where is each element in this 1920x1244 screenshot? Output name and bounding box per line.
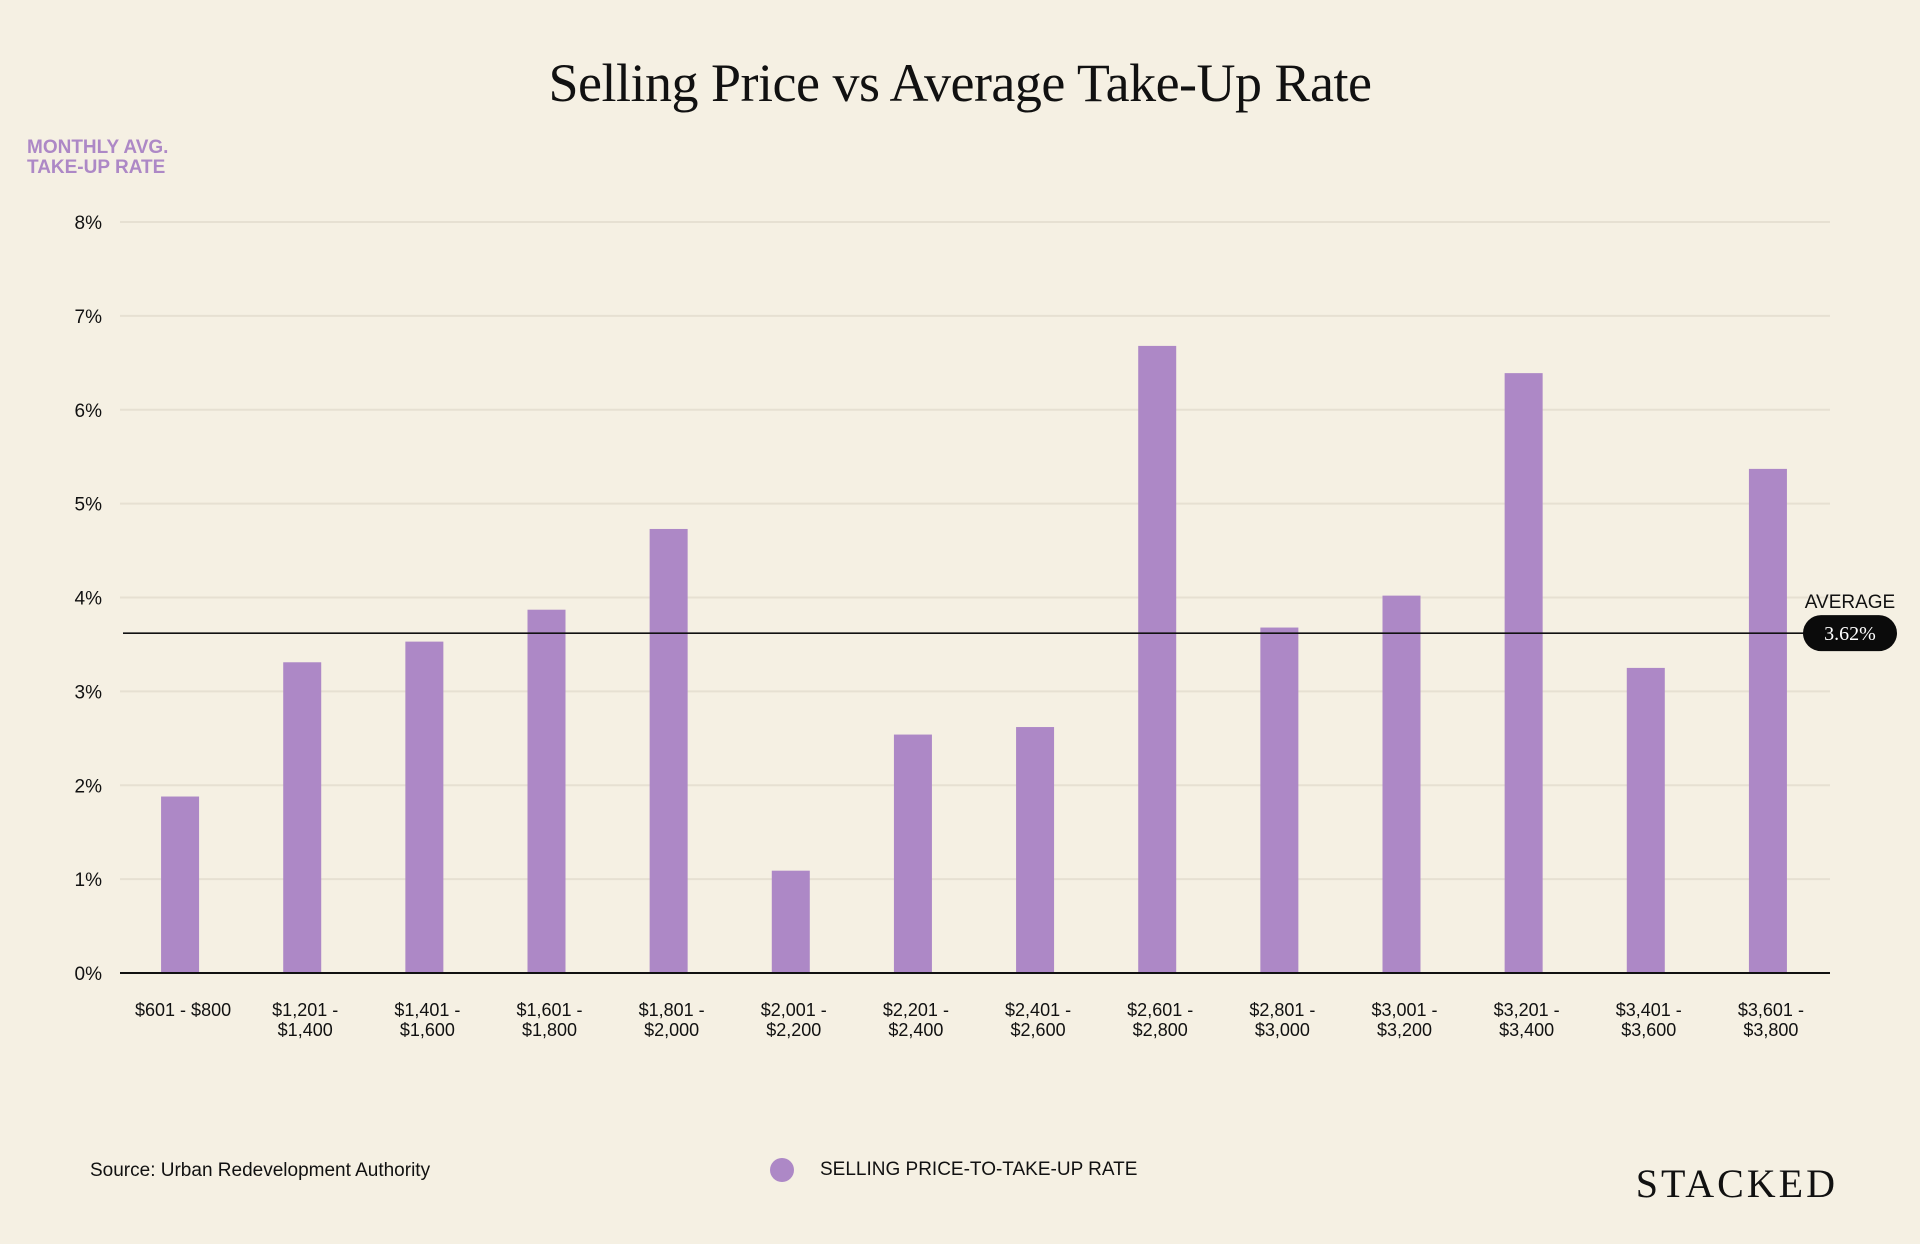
- x-tick-label: $3,200: [1377, 1020, 1432, 1040]
- x-tick-label: $2,200: [766, 1020, 821, 1040]
- bar: [405, 641, 444, 973]
- average-label: AVERAGE: [1805, 592, 1895, 613]
- x-tick-label: $2,601 -: [1127, 1000, 1193, 1020]
- brand-logo: STACKED: [1635, 1161, 1838, 1206]
- x-tick-label: $2,400: [888, 1020, 943, 1040]
- y-tick-label: 7%: [75, 307, 103, 328]
- y-tick-label: 8%: [75, 213, 103, 234]
- y-axis-label: MONTHLY AVG. TAKE-UP RATE: [27, 137, 169, 178]
- x-tick-label: $1,401 -: [394, 1000, 460, 1020]
- chart-title: Selling Price vs Average Take-Up Rate: [548, 53, 1372, 113]
- bar: [893, 734, 932, 973]
- x-tick-label: $2,800: [1133, 1020, 1188, 1040]
- legend-label: SELLING PRICE-TO-TAKE-UP RATE: [820, 1159, 1138, 1180]
- x-tick-label: $2,600: [1011, 1020, 1066, 1040]
- bar: [1504, 373, 1543, 973]
- x-tick-label: $3,601 -: [1738, 1000, 1804, 1020]
- x-tick-label: $1,400: [278, 1020, 333, 1040]
- x-tick-label: $3,400: [1499, 1020, 1554, 1040]
- x-tick-label: $3,800: [1743, 1020, 1798, 1040]
- x-tick-label: $1,800: [522, 1020, 577, 1040]
- x-tick-label: $2,000: [644, 1020, 699, 1040]
- bar: [1260, 627, 1299, 973]
- y-tick-label: 1%: [75, 870, 103, 891]
- bar: [1382, 595, 1421, 973]
- average-value-pill: [1803, 615, 1897, 652]
- bar: [283, 662, 322, 973]
- x-tick-label: $2,201 -: [883, 1000, 949, 1020]
- x-tick-label: $3,001 -: [1371, 1000, 1437, 1020]
- y-tick-label: 2%: [75, 776, 103, 797]
- x-tick-label: $1,201 -: [272, 1000, 338, 1020]
- x-tick-label: $3,600: [1621, 1020, 1676, 1040]
- y-tick-label: 4%: [75, 589, 103, 610]
- bar: [161, 796, 200, 973]
- bar: [771, 870, 810, 973]
- bar: [1748, 468, 1787, 973]
- bar: [1626, 667, 1665, 973]
- bar: [1138, 345, 1177, 973]
- legend-swatch: [770, 1158, 794, 1182]
- x-tick-label: $1,601 -: [516, 1000, 582, 1020]
- x-tick-label: $3,201 -: [1494, 1000, 1560, 1020]
- y-tick-label: 5%: [75, 495, 103, 516]
- x-tick-label: $2,001 -: [761, 1000, 827, 1020]
- x-tick-label: $1,600: [400, 1020, 455, 1040]
- x-tick-label: $1,801 -: [639, 1000, 705, 1020]
- y-tick-label: 6%: [75, 401, 103, 422]
- source-note: Source: Urban Redevelopment Authority: [90, 1160, 431, 1181]
- average-value: 3.62%: [1824, 623, 1876, 645]
- x-tick-label: $601 - $800: [135, 1000, 231, 1020]
- bar: [649, 528, 688, 973]
- y-tick-label: 0%: [75, 964, 103, 985]
- x-tick-label: $2,401 -: [1005, 1000, 1071, 1020]
- y-tick-label: 3%: [75, 682, 103, 703]
- x-tick-label: $3,000: [1255, 1020, 1310, 1040]
- x-tick-label: $2,801 -: [1249, 1000, 1315, 1020]
- x-tick-label: $3,401 -: [1616, 1000, 1682, 1020]
- bar: [1016, 727, 1055, 973]
- legend: SELLING PRICE-TO-TAKE-UP RATE: [770, 1158, 1137, 1182]
- bar: [527, 609, 566, 973]
